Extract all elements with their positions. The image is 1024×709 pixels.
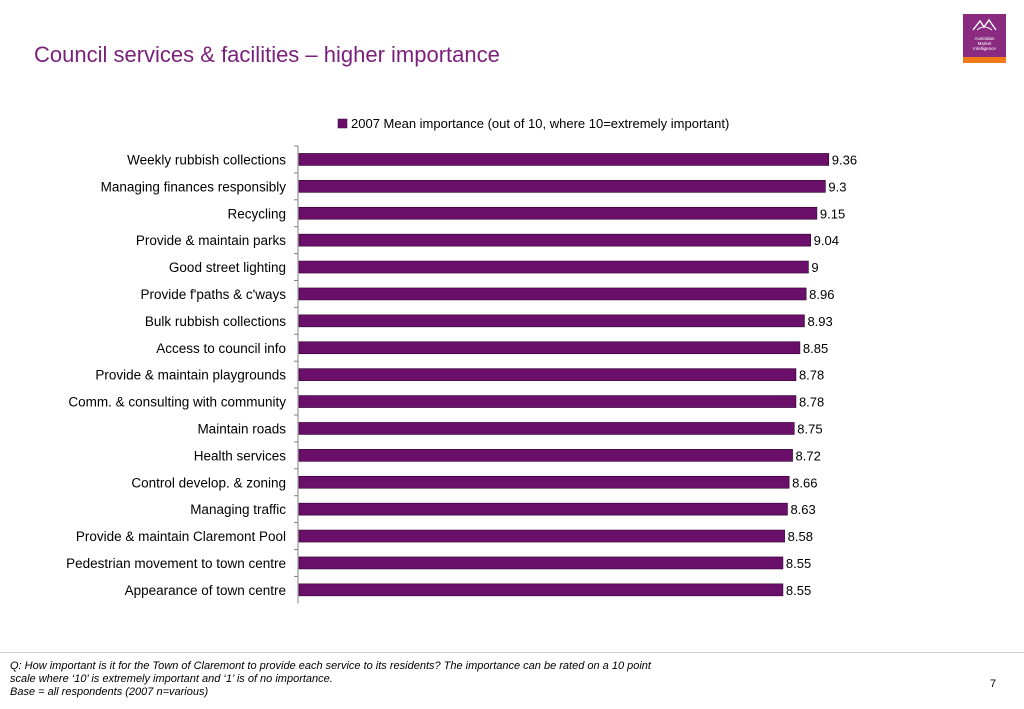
bar	[298, 502, 788, 516]
category-label: Appearance of town centre	[125, 583, 286, 598]
bar	[298, 180, 826, 193]
bar	[298, 529, 785, 543]
category-label: Recycling	[227, 206, 286, 221]
data-label: 8.55	[786, 556, 811, 571]
footer-divider	[0, 652, 1024, 653]
bar	[298, 287, 807, 301]
bar	[298, 260, 809, 274]
footnote-line: scale where ‘10’ is extremely important …	[10, 673, 333, 685]
data-label: 9.15	[820, 206, 845, 221]
data-label: 8.66	[792, 475, 817, 490]
data-label: 9	[811, 260, 818, 275]
bar	[298, 341, 801, 355]
category-label: Comm. & consulting with community	[68, 395, 286, 410]
footnote: Q: How important is it for the Town of C…	[10, 660, 730, 699]
logo-mark-icon	[972, 18, 997, 31]
bar	[298, 153, 830, 166]
category-label: Control develop. & zoning	[131, 475, 286, 490]
category-label: Weekly rubbish collections	[127, 152, 286, 167]
category-label: Provide & maintain Claremont Pool	[76, 529, 286, 544]
category-label: Access to council info	[156, 341, 286, 356]
bar	[298, 583, 784, 597]
category-label: Health services	[194, 448, 287, 463]
logo-text-line: Market	[977, 41, 992, 46]
logo-text-line: Australian	[974, 36, 995, 41]
logo-text-line: Intelligence	[973, 46, 996, 51]
category-label: Maintain roads	[197, 421, 286, 436]
data-label: 8.96	[809, 287, 834, 302]
category-label: Provide f'paths & c'ways	[141, 287, 287, 302]
legend-swatch	[337, 118, 348, 129]
data-label: 8.63	[790, 502, 815, 517]
data-label: 8.55	[786, 583, 811, 598]
page-title: Council services & facilities – higher i…	[34, 42, 500, 67]
footnote-line: Q: How important is it for the Town of C…	[10, 660, 651, 672]
category-label: Good street lighting	[169, 260, 286, 275]
data-label: 8.78	[799, 368, 824, 383]
category-label: Bulk rubbish collections	[145, 314, 286, 329]
data-label: 8.72	[796, 448, 821, 463]
data-label: 8.93	[807, 314, 832, 329]
bar	[298, 206, 818, 220]
bar-chart: 2007 Mean importance (out of 10, where 1…	[66, 116, 857, 604]
category-label: Managing traffic	[190, 502, 286, 517]
category-label: Pedestrian movement to town centre	[66, 556, 286, 571]
data-label: 9.04	[814, 233, 839, 248]
page-number: 7	[990, 678, 997, 690]
category-label: Provide & maintain parks	[136, 233, 286, 248]
data-label: 8.58	[788, 529, 813, 544]
logo-text: Australian Market Intelligence	[963, 36, 1006, 51]
bar	[298, 368, 797, 381]
logo-accent-bar	[963, 57, 1006, 63]
bar	[298, 395, 797, 408]
bar	[298, 314, 805, 328]
bar	[298, 233, 811, 247]
data-label: 8.85	[803, 341, 828, 356]
data-label: 9.3	[828, 179, 846, 194]
category-label: Provide & maintain playgrounds	[95, 368, 286, 383]
bar	[298, 556, 784, 570]
bar	[298, 475, 790, 489]
category-label: Managing finances responsibly	[101, 179, 287, 194]
company-logo: Australian Market Intelligence	[963, 14, 1006, 63]
data-label: 8.78	[799, 395, 824, 410]
data-label: 9.36	[832, 152, 857, 167]
bar	[298, 422, 795, 435]
data-label: 8.75	[797, 421, 822, 436]
footnote-line: Base = all respondents (2007 n=various)	[10, 686, 209, 698]
bar	[298, 449, 793, 462]
legend-label: 2007 Mean importance (out of 10, where 1…	[351, 116, 729, 131]
